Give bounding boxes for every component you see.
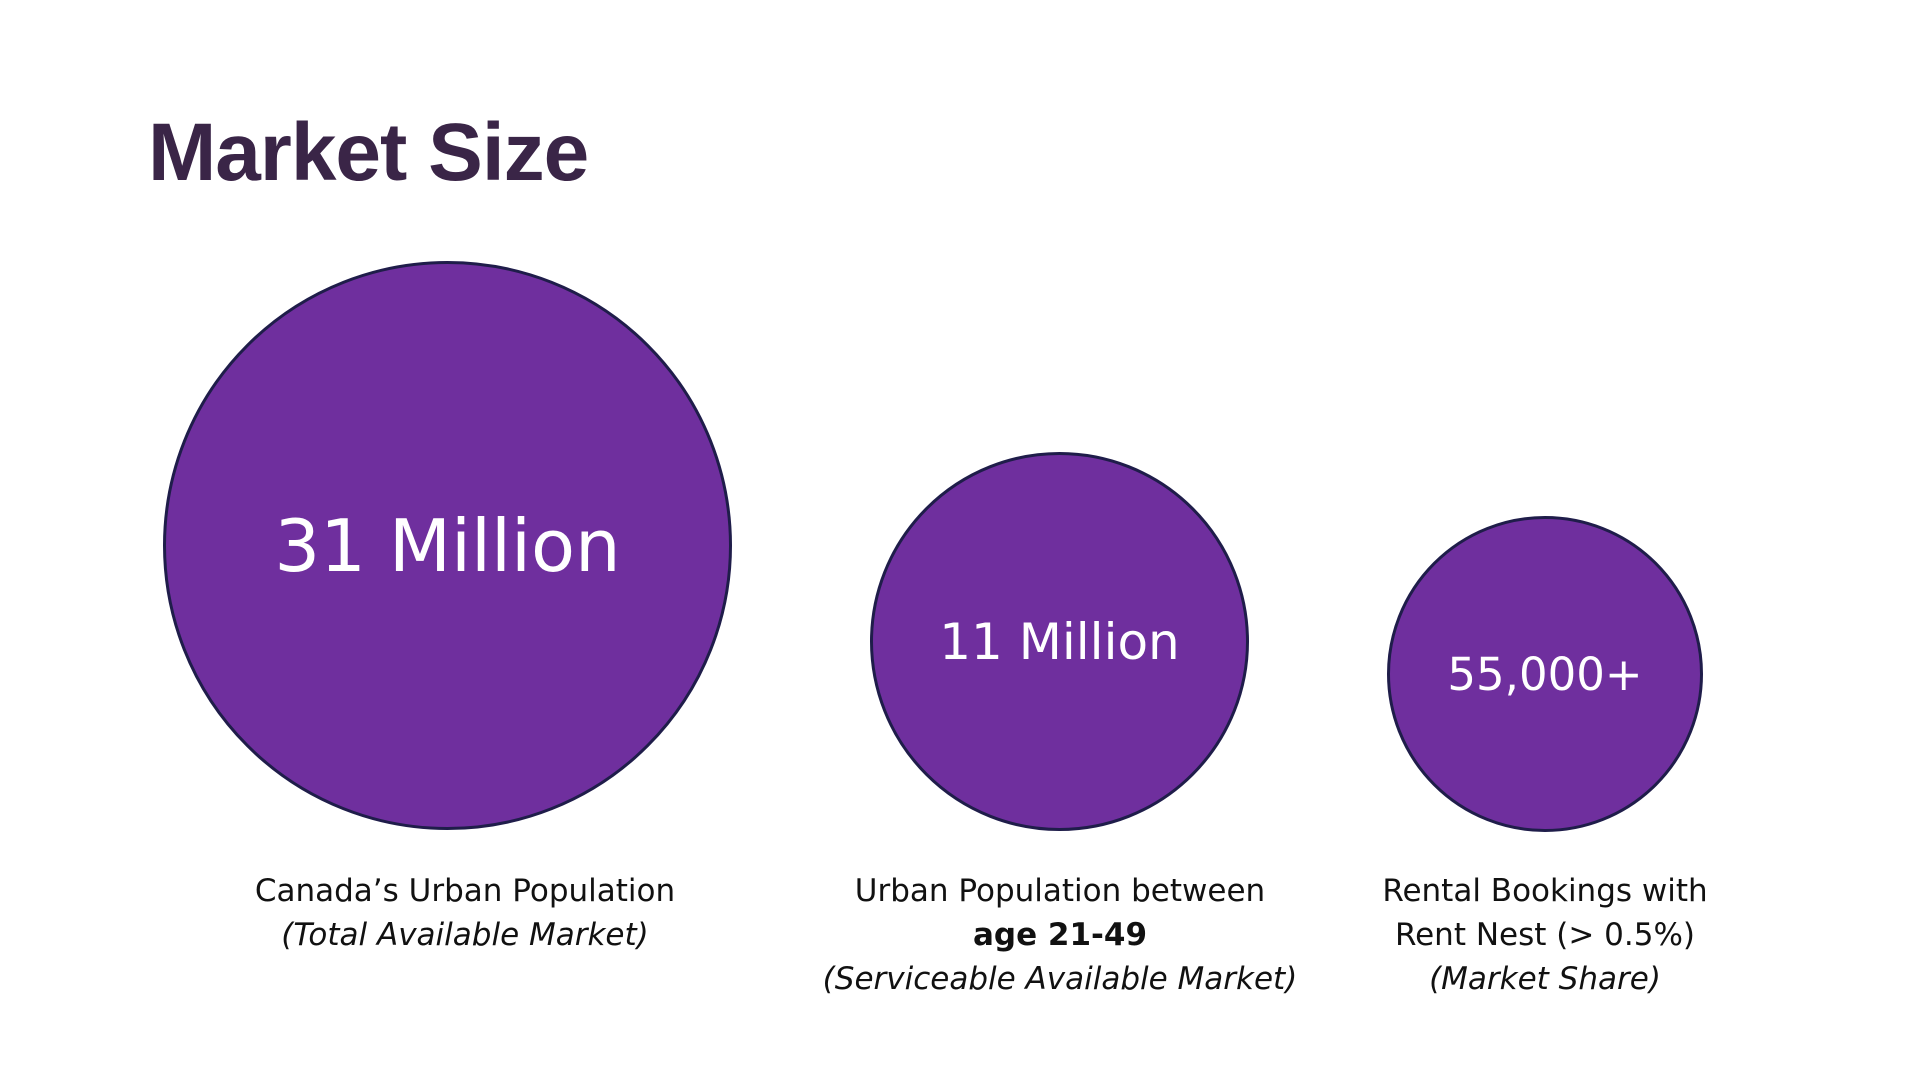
market-share-caption-line2: Rent Nest (> 0.5%) bbox=[1394, 917, 1696, 953]
market-share-caption-line3: (Market Share) bbox=[1429, 961, 1661, 997]
market-share-caption: Rental Bookings with Rent Nest (> 0.5%) … bbox=[1310, 869, 1780, 1001]
sam-value: 11 Million bbox=[939, 612, 1180, 671]
sam-caption-line2: age 21-49 bbox=[972, 917, 1148, 953]
sam-circle: 11 Million bbox=[870, 452, 1249, 831]
tam-caption: Canada’s Urban Population (Total Availab… bbox=[200, 869, 730, 957]
market-share-value: 55,000+ bbox=[1447, 647, 1643, 701]
sam-caption: Urban Population between age 21-49 (Serv… bbox=[780, 869, 1340, 1001]
market-share-circle: 55,000+ bbox=[1387, 516, 1703, 832]
tam-caption-line2: (Total Available Market) bbox=[281, 917, 649, 953]
sam-caption-line3: (Serviceable Available Market) bbox=[822, 961, 1298, 997]
tam-caption-line1: Canada’s Urban Population bbox=[254, 873, 676, 909]
tam-value: 31 Million bbox=[274, 503, 621, 588]
sam-caption-line1: Urban Population between bbox=[854, 873, 1266, 909]
slide-title: Market Size bbox=[148, 107, 589, 198]
tam-circle: 31 Million bbox=[163, 261, 732, 830]
market-share-caption-line1: Rental Bookings with bbox=[1382, 873, 1708, 909]
